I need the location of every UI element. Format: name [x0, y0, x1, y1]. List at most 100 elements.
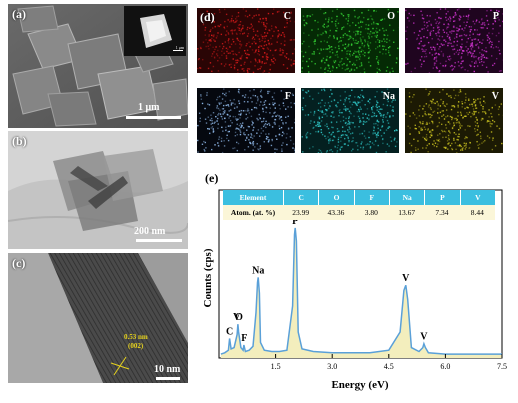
eds-map-speckle [283, 50, 284, 51]
eds-map-speckle [216, 99, 217, 100]
eds-map-speckle [258, 46, 259, 47]
eds-map-speckle [294, 60, 295, 61]
eds-map-speckle [245, 45, 246, 46]
eds-map-speckle [383, 30, 384, 31]
eds-map-speckle [214, 41, 215, 42]
eds-map-speckle [210, 29, 211, 30]
eds-map-speckle [227, 114, 228, 115]
lattice-spacing-label: 0.53 nm [124, 333, 148, 341]
eds-map-speckle [262, 36, 263, 37]
sem-image-panel: 1 μm (a) 1 μm [8, 4, 188, 128]
eds-map-speckle [278, 33, 279, 34]
eds-map-speckle [322, 117, 323, 118]
eds-map-speckle [343, 109, 344, 110]
eds-map-speckle [427, 123, 428, 124]
eds-map-speckle [487, 71, 488, 72]
eds-map-speckle [370, 146, 371, 147]
eds-map-speckle [430, 109, 431, 110]
eds-map-speckle [477, 123, 478, 124]
eds-map-speckle [228, 33, 229, 34]
eds-map-speckle [280, 48, 281, 49]
eds-map-speckle [274, 112, 275, 113]
eds-map-speckle [483, 101, 484, 102]
eds-map-speckle [221, 55, 222, 56]
eds-map-speckle [447, 148, 448, 149]
eds-map-speckle [449, 123, 450, 124]
eds-map-speckle [246, 54, 247, 55]
eds-map-speckle [283, 123, 284, 124]
eds-map-speckle [331, 127, 332, 128]
eds-map-speckle [349, 126, 350, 127]
eds-map-speckle [279, 118, 280, 119]
eds-map-v-image [405, 88, 503, 153]
eds-map-speckle [479, 52, 480, 53]
panel-label-d: (d) [200, 10, 215, 25]
eds-map-speckle [361, 62, 362, 63]
eds-map-speckle [365, 137, 366, 138]
eds-map-speckle [478, 46, 479, 47]
eds-map-speckle [463, 16, 464, 17]
eds-map-speckle [218, 145, 219, 146]
eds-map-speckle [262, 72, 263, 73]
eds-map-speckle [371, 109, 372, 110]
eds-map-speckle [362, 96, 363, 97]
eds-map-speckle [232, 15, 233, 16]
eds-map-speckle [368, 48, 369, 49]
eds-map-speckle [375, 48, 376, 49]
eds-map-speckle [318, 92, 319, 93]
eds-map-speckle [485, 47, 486, 48]
eds-map-speckle [467, 52, 468, 53]
eds-map-speckle [240, 58, 241, 59]
eds-map-speckle [266, 136, 267, 137]
eds-map-speckle [467, 48, 468, 49]
eds-map-speckle [355, 31, 356, 32]
eds-map-speckle [205, 46, 206, 47]
eds-map-speckle [314, 39, 315, 40]
eds-map-speckle [364, 72, 365, 73]
eds-map-speckle [465, 145, 466, 146]
eds-map-speckle [320, 125, 321, 126]
eds-map-speckle [386, 70, 387, 71]
peak-label: Na [252, 265, 264, 276]
eds-map-speckle [335, 21, 336, 22]
eds-map-speckle [330, 71, 331, 72]
eds-map-speckle [358, 116, 359, 117]
x-tick-label: 1.5 [271, 362, 281, 371]
eds-map-speckle [279, 104, 280, 105]
eds-map-speckle [303, 15, 304, 16]
eds-map-speckle [310, 123, 311, 124]
eds-map-speckle [305, 114, 306, 115]
eds-map-speckle [303, 56, 304, 57]
eds-map-speckle [301, 71, 302, 72]
eds-map-speckle [243, 110, 244, 111]
eds-map-speckle [326, 126, 327, 127]
eds-map-speckle [441, 51, 442, 52]
eds-map-speckle [220, 24, 221, 25]
eds-map-speckle [306, 136, 307, 137]
eds-map-speckle [288, 58, 289, 59]
eds-map-speckle [457, 50, 458, 51]
eds-map-speckle [416, 117, 417, 118]
eds-map-speckle [368, 57, 369, 58]
eds-map-speckle [380, 115, 381, 116]
eds-map-speckle [434, 145, 435, 146]
eds-map-speckle [210, 120, 211, 121]
eds-map-speckle [368, 37, 369, 38]
eds-map-speckle [460, 149, 461, 150]
eds-map-speckle [498, 41, 499, 42]
eds-map-speckle [235, 18, 236, 19]
eds-map-speckle [438, 139, 439, 140]
table-header-cell: Na [390, 190, 425, 205]
eds-map-speckle [436, 58, 437, 59]
eds-map-speckle [359, 54, 360, 55]
eds-map-speckle [228, 106, 229, 107]
eds-map-speckle [257, 30, 258, 31]
eds-map-speckle [379, 112, 380, 113]
eds-map-speckle [342, 131, 343, 132]
eds-map-speckle [415, 125, 416, 126]
eds-map-speckle [473, 57, 474, 58]
eds-map-speckle [467, 54, 468, 55]
eds-map-speckle [344, 131, 345, 132]
eds-map-speckle [491, 46, 492, 47]
eds-map-speckle [483, 62, 484, 63]
